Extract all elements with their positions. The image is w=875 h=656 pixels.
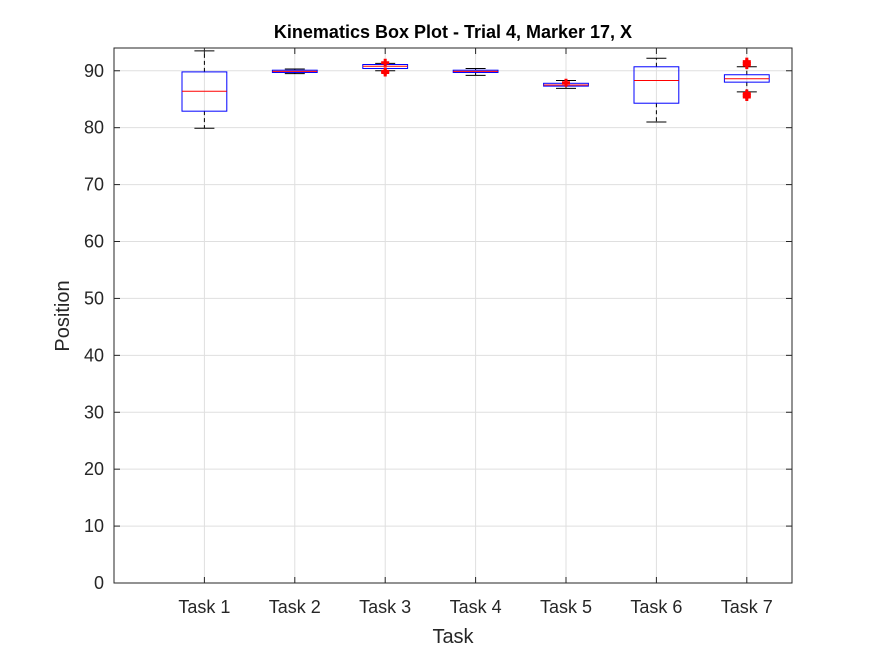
y-tick-label: 30 [84,402,104,422]
x-tick-label: Task 1 [178,597,230,617]
box-group-4 [452,67,499,76]
y-tick-label: 90 [84,61,104,81]
x-tick-label: Task 6 [630,597,682,617]
box-group-7 [723,57,770,101]
x-tick-label: Task 7 [721,597,773,617]
outlier-point [381,67,390,76]
box-group-1 [181,50,228,129]
outlier-point [381,58,390,67]
outlier-point [742,57,751,66]
y-tick-label: 60 [84,232,104,252]
y-axis-label: Position [52,280,74,351]
x-axis-label: Task [432,626,474,648]
chart-title: Kinematics Box Plot - Trial 4, Marker 17… [274,22,632,42]
box-group-2 [271,68,318,75]
x-tick-label: Task 3 [359,597,411,617]
plot-frame [113,47,793,584]
x-tick-label: Task 5 [540,597,592,617]
x-tick-label: Task 4 [450,597,502,617]
x-tick-label: Task 2 [269,597,321,617]
y-tick-label: 40 [84,345,104,365]
outlier-point [562,78,570,87]
box-group-5 [543,78,589,89]
y-tick-label: 80 [84,118,104,138]
y-tick-label: 10 [84,516,104,536]
outlier-point [742,89,751,98]
ticks-layer: 0 10 20 30 40 50 60 70 80 90 Task 1 Task 2 Task 3 Tas… [84,48,792,617]
y-tick-label: 50 [84,288,104,308]
box-group-6 [633,57,680,123]
box-group-3 [362,58,409,77]
y-tick-label: 70 [84,175,104,195]
box-iqr [633,66,680,104]
y-tick-label: 20 [84,459,104,479]
marks-layer [181,50,770,129]
y-tick-label: 0 [94,573,104,593]
